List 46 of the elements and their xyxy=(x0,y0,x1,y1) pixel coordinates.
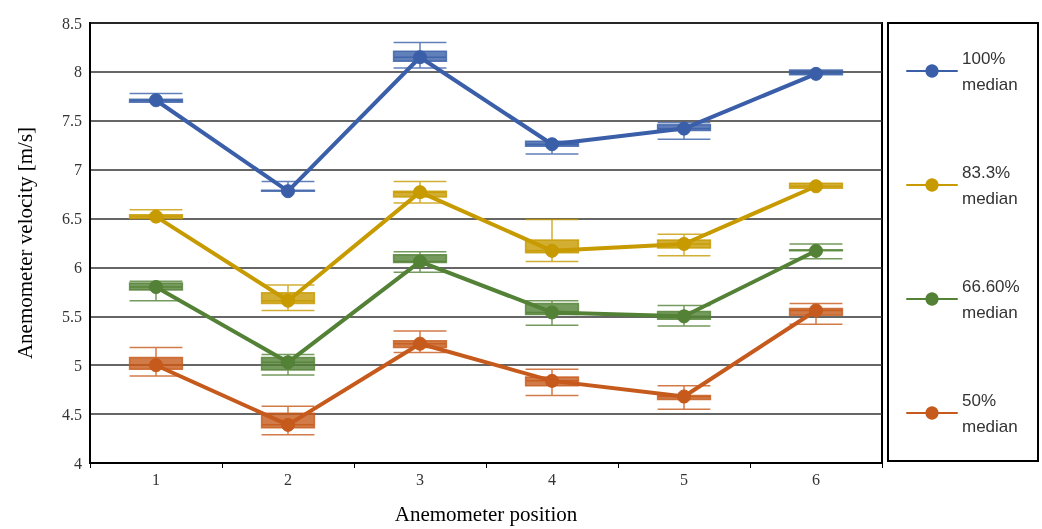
point xyxy=(149,358,163,373)
point xyxy=(545,305,559,320)
point xyxy=(413,254,427,269)
y-tick-label: 6.5 xyxy=(62,210,82,228)
y-tick-label: 7.5 xyxy=(62,112,82,130)
point xyxy=(809,66,823,81)
point xyxy=(281,293,295,308)
x-tick-label: 2 xyxy=(284,470,292,488)
x-tick-label: 5 xyxy=(680,470,688,488)
point xyxy=(149,93,163,108)
y-tick-label: 6 xyxy=(74,258,82,276)
y-tick-label: 4 xyxy=(74,454,82,472)
x-tick-label: 4 xyxy=(548,470,556,488)
y-tick-label: 7 xyxy=(74,161,82,179)
x-axis-title: Anemometer position xyxy=(394,501,578,526)
x-tick-label: 6 xyxy=(812,470,820,488)
point xyxy=(677,309,691,324)
point xyxy=(413,336,427,351)
point xyxy=(413,185,427,200)
point xyxy=(677,389,691,404)
y-tick-label: 4.5 xyxy=(62,405,82,423)
point xyxy=(809,179,823,194)
point xyxy=(545,373,559,388)
point xyxy=(149,280,163,294)
legend-label: 83.3% median xyxy=(962,162,1018,208)
point xyxy=(281,417,295,432)
legend-label: 50% median xyxy=(962,390,1018,436)
legend-label: 100% median xyxy=(962,48,1018,94)
y-axis-title: Anemometer velocity [m/s] xyxy=(12,126,37,360)
point xyxy=(677,236,691,251)
legend-label: 66.60% median xyxy=(962,276,1025,322)
y-tick-label: 5 xyxy=(74,356,82,374)
x-tick-label: 1 xyxy=(152,470,160,488)
point xyxy=(545,243,559,258)
point xyxy=(809,303,823,318)
x-tick-label: 3 xyxy=(416,470,424,488)
point xyxy=(413,50,427,65)
y-tick-label: 8.5 xyxy=(62,14,82,32)
point xyxy=(149,209,163,224)
point xyxy=(281,184,295,199)
point xyxy=(809,243,823,258)
y-tick-label: 5.5 xyxy=(62,307,82,325)
point xyxy=(281,355,295,370)
y-tick-label: 8 xyxy=(74,63,82,81)
point xyxy=(677,121,691,136)
point xyxy=(545,137,559,152)
